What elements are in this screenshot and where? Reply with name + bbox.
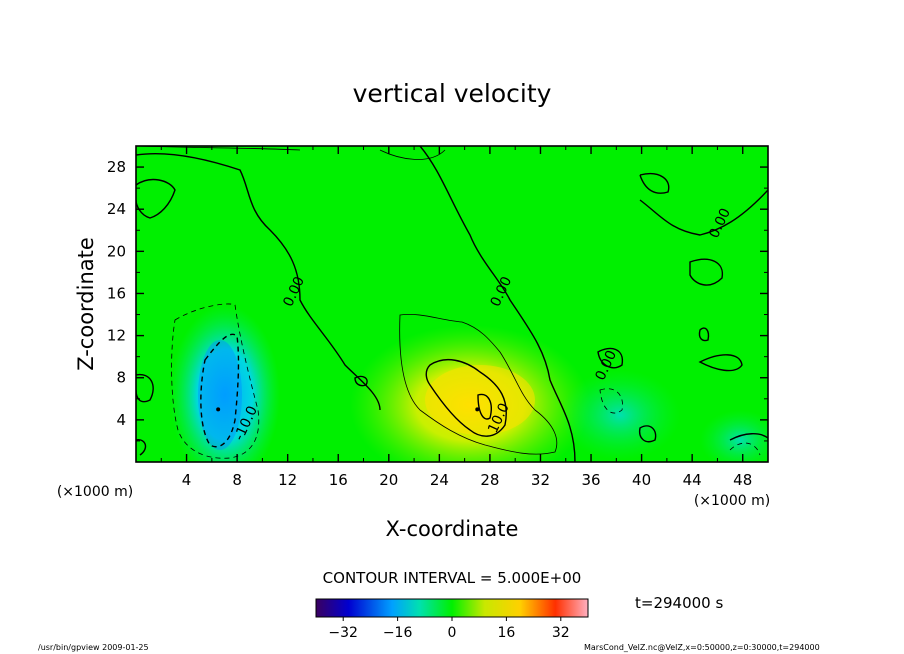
x-axis-label: X-coordinate: [386, 517, 519, 541]
y-tick-label: 28: [107, 158, 126, 176]
x-tick-label: 20: [379, 471, 398, 489]
x-tick-label: 36: [581, 471, 600, 489]
downdraft-center-marker: [216, 407, 221, 412]
x-tick-label: 40: [632, 471, 651, 489]
y-tick-label: 20: [107, 242, 126, 260]
colorbar-tick-label: −16: [383, 625, 413, 641]
y-tick-label: 8: [116, 369, 126, 387]
x-tick-label: 48: [733, 471, 752, 489]
x-tick-label: 16: [329, 471, 348, 489]
x-tick-label: 44: [683, 471, 702, 489]
chart-title: vertical velocity: [353, 79, 552, 108]
colorbar-tick-label: −32: [328, 625, 358, 641]
y-tick-label: 12: [107, 327, 126, 345]
feature-marker-group: [216, 407, 480, 412]
x-tick-label: 8: [232, 471, 242, 489]
colorbar-tick-label: 16: [497, 625, 515, 641]
x-tick-label: 28: [480, 471, 499, 489]
x-unit-label: (×1000 m): [694, 493, 770, 509]
x-tick-label: 24: [430, 471, 449, 489]
colorbar-tick-label: 32: [552, 625, 570, 641]
footer-right: MarsCond_VelZ.nc@VelZ,x=0:50000,z=0:3000…: [584, 643, 820, 652]
x-tick-label: 32: [531, 471, 550, 489]
time-text: t=294000 s: [635, 594, 723, 612]
x-tick-label: 4: [182, 471, 192, 489]
y-tick-label: 24: [107, 200, 126, 218]
y-tick-group: 4 8 12 16 20 24 28: [107, 158, 768, 442]
heatmap-field: [136, 146, 768, 462]
updraft-center-marker: [475, 407, 480, 412]
x-tick-label: 12: [278, 471, 297, 489]
colorbar: [315, 598, 589, 618]
footer-left: /usr/bin/gpview 2009-01-25: [38, 643, 149, 652]
contour-interval-text: CONTOUR INTERVAL = 5.000E+00: [323, 569, 582, 587]
plot-frame: [135, 145, 769, 463]
y-tick-label: 16: [107, 284, 126, 302]
colorbar-tick-label: 0: [448, 625, 457, 641]
y-axis-label: Z-coordinate: [74, 237, 98, 371]
colorbar-tick-group: −32 −16 0 16 32: [328, 617, 570, 641]
y-tick-label: 4: [116, 411, 126, 429]
y-unit-label: (×1000 m): [57, 484, 133, 500]
x-tick-group: 4 8 12 16 20 24 28 32 36 40 44 48: [160, 146, 752, 489]
